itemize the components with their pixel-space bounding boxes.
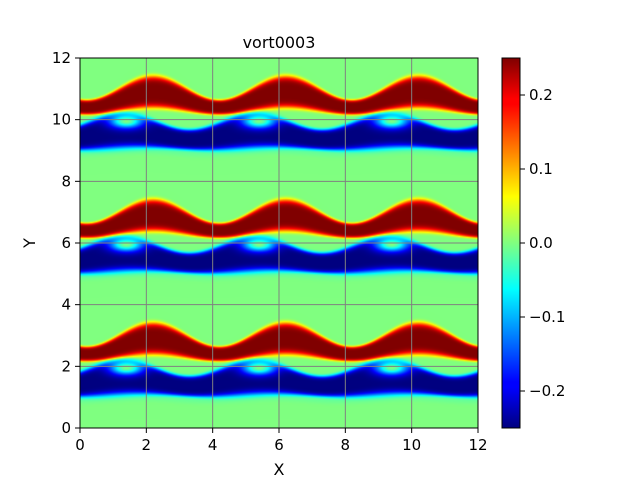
x-tick-label: 8 bbox=[341, 436, 351, 454]
grid-lines bbox=[80, 58, 478, 428]
colorbar: 0.2 0.1 0.0 −0.1 −0.2 bbox=[501, 57, 565, 429]
x-tick-label: 4 bbox=[208, 436, 218, 454]
x-tick-label: 10 bbox=[402, 436, 421, 454]
x-tick-label: 12 bbox=[468, 436, 487, 454]
colorbar-tick-label: 0.0 bbox=[529, 234, 553, 252]
colorbar-ticks: 0.2 0.1 0.0 −0.1 −0.2 bbox=[520, 86, 565, 400]
y-tick-label: 0 bbox=[61, 419, 71, 437]
x-tick-label: 0 bbox=[75, 436, 85, 454]
y-tick-label: 8 bbox=[61, 172, 71, 190]
colorbar-tick-label: −0.1 bbox=[529, 308, 565, 326]
x-tick-label: 2 bbox=[142, 436, 152, 454]
y-axis-label: Y bbox=[20, 238, 39, 249]
y-tick-label: 6 bbox=[61, 234, 71, 252]
y-tick-label: 2 bbox=[61, 357, 71, 375]
x-tick-label: 6 bbox=[274, 436, 284, 454]
y-tick-label: 10 bbox=[52, 111, 71, 129]
colorbar-gradient bbox=[501, 57, 521, 429]
colorbar-tick-label: 0.2 bbox=[529, 86, 553, 104]
y-axis: 0 2 4 6 8 10 12 bbox=[52, 49, 80, 437]
x-axis-label: X bbox=[274, 460, 285, 479]
y-tick-label: 4 bbox=[61, 296, 71, 314]
colorbar-tick-label: −0.2 bbox=[529, 382, 565, 400]
plot-area bbox=[79, 57, 479, 429]
colorbar-tick-label: 0.1 bbox=[529, 160, 553, 178]
chart-title: vort0003 bbox=[243, 33, 316, 52]
y-tick-label: 12 bbox=[52, 49, 71, 67]
x-axis: 0 2 4 6 8 10 12 bbox=[75, 428, 488, 454]
